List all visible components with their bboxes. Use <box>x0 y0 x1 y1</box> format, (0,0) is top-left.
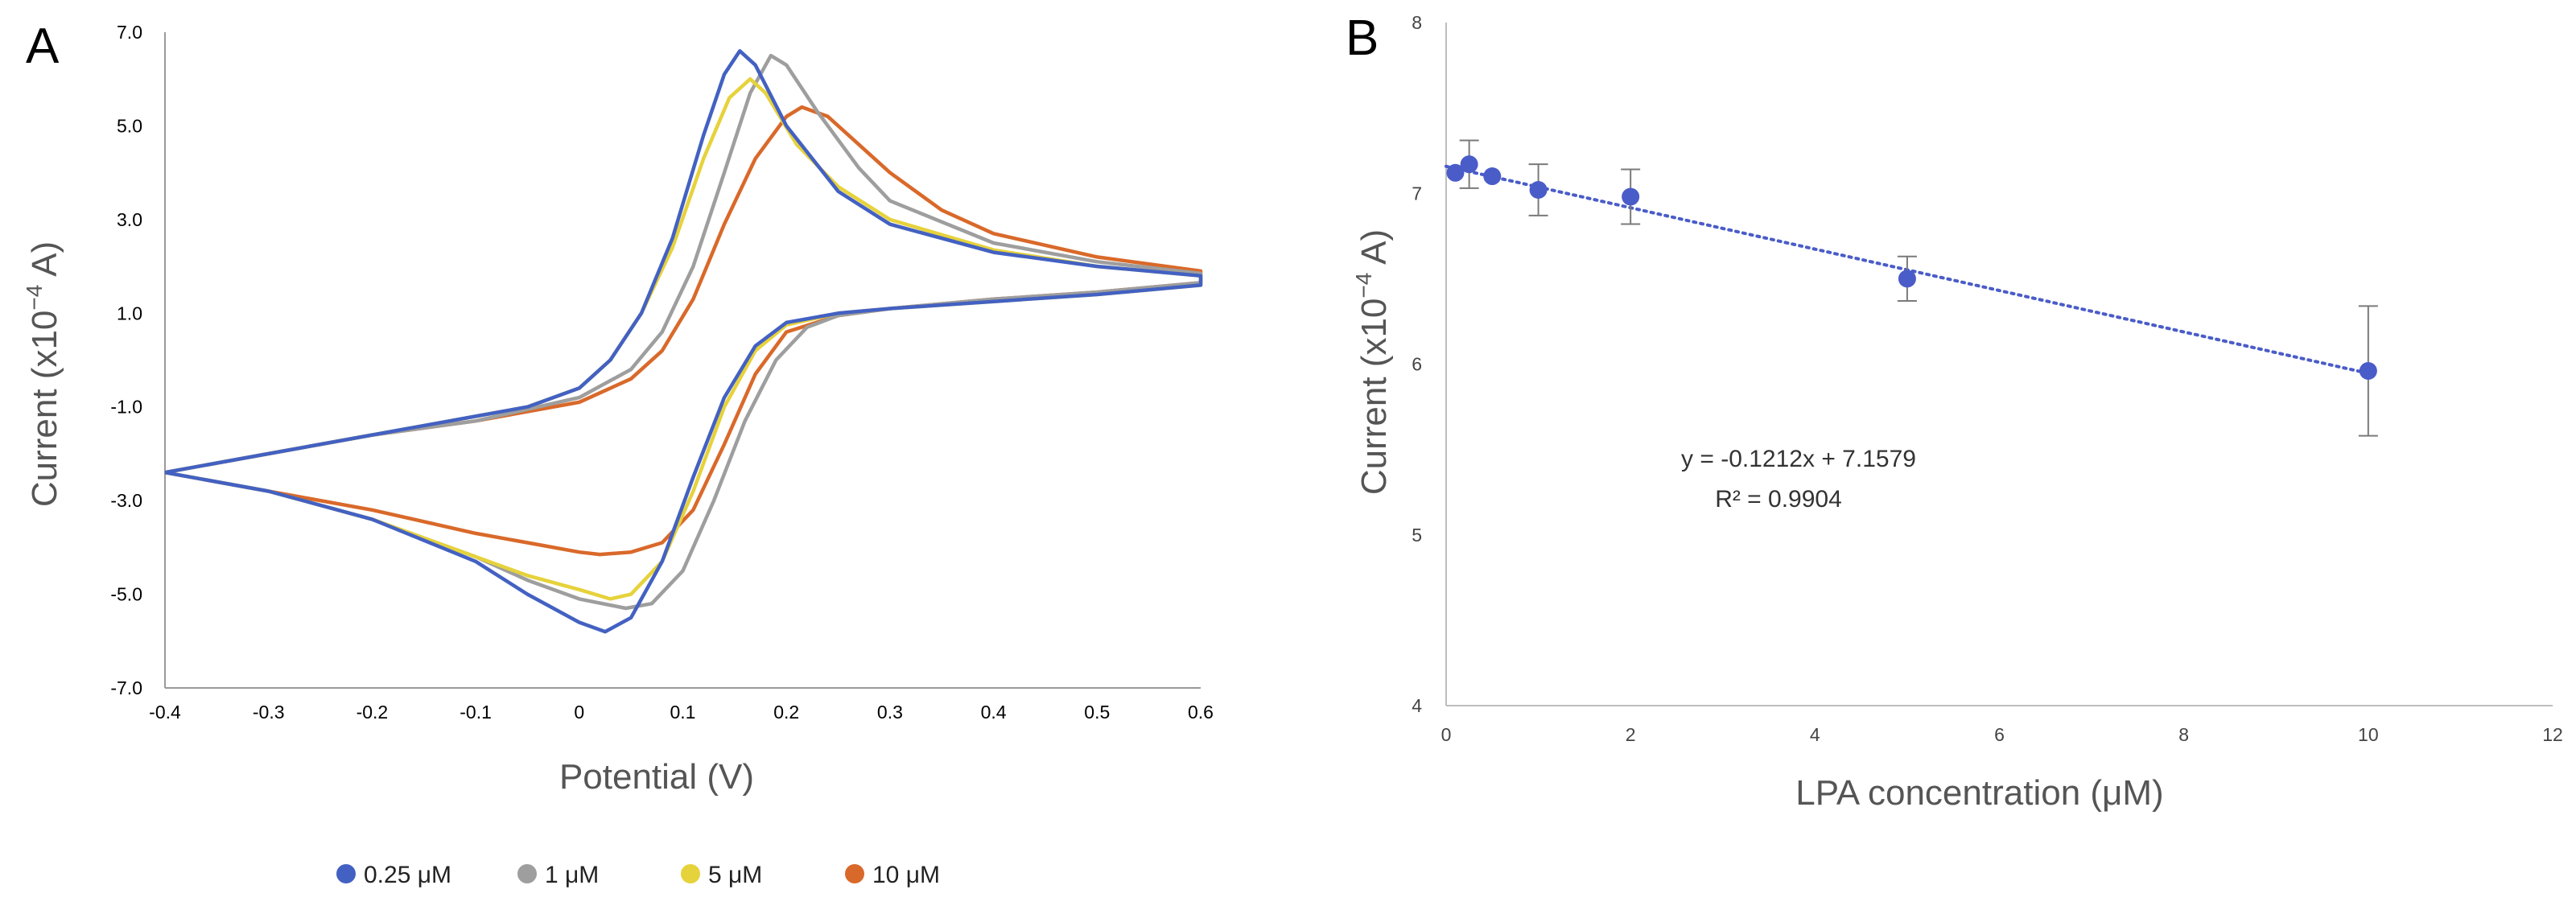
panel-a-x-tick-label: 0.2 <box>773 702 799 723</box>
legend-label-1: 1 μM <box>545 862 599 888</box>
series-line-3 <box>164 105 1203 557</box>
panel-b-axes <box>1445 23 2553 706</box>
panel-a-y-tick-label: 5.0 <box>117 115 142 136</box>
data-point-5 <box>1898 270 1916 288</box>
panel-letter-b: B <box>1346 10 1379 66</box>
panel-a-x-tick-label: -0.4 <box>149 702 181 723</box>
panel-b-y-tick-labels: 8 7 6 5 4 <box>1412 12 1422 716</box>
panel-b-y-tick-label: 6 <box>1412 354 1422 375</box>
panel-a-x-tick-labels: -0.4 -0.3 -0.2 -0.1 0 0.1 0.2 0.3 0.4 0.5 0.6 <box>149 702 1214 723</box>
panel-a-x-tick-label: 0 <box>574 702 584 723</box>
series-line-1 <box>164 53 1203 611</box>
panel-a-x-axis-label: Potential (V) <box>559 757 754 797</box>
panel-b-x-tick-label: 0 <box>1441 724 1452 745</box>
panel-a-y-axis-label: Current (x10−4 A) <box>22 241 64 507</box>
panel-b-x-tick-labels: 0 2 4 6 8 10 12 <box>1441 724 2563 745</box>
panel-a: A 7.05.03.01.0-1.0-3.0-5.0-7.0 -0.4 -0.3-… <box>22 19 1214 797</box>
panel-a-y-tick-label: -5.0 <box>110 584 142 605</box>
legend-label-0: 0.25 μM <box>364 862 451 888</box>
panel-b-y-tick-label: 5 <box>1412 525 1422 546</box>
panel-a-y-tick-label: 7.0 <box>117 22 142 43</box>
panel-b-x-tick-label: 8 <box>2178 724 2189 745</box>
panel-a-x-tick-label: 0.1 <box>670 702 696 723</box>
panel-b-y-label-unit: A) <box>1354 229 1394 273</box>
panel-b-y-tick-label: 7 <box>1412 183 1422 204</box>
data-point-3 <box>1529 181 1548 200</box>
panel-b-y-label-main: Current (x10 <box>1354 299 1394 496</box>
panel-a-y-label-exponent: −4 <box>22 285 47 311</box>
data-point-6 <box>2359 361 2377 380</box>
panel-b-x-tick-label: 4 <box>1810 724 1820 745</box>
panel-a-x-tick-label: -0.3 <box>253 702 285 723</box>
panel-b-x-tick-label: 6 <box>1994 724 2005 745</box>
legend-label-3: 10 μM <box>872 862 940 888</box>
legend-marker-3 <box>845 864 864 883</box>
panel-a-y-tick-label: -3.0 <box>110 490 142 511</box>
panel-b-x-axis-label: LPA concentration (μM) <box>1795 773 2163 813</box>
legend-marker-0 <box>336 864 356 883</box>
panel-b-x-tick-label: 10 <box>2358 724 2379 745</box>
data-point-2 <box>1483 167 1502 186</box>
legend-marker-1 <box>517 864 537 883</box>
panel-a-x-tick-label: -0.2 <box>357 702 389 723</box>
panel-a-x-tick-label: 0.3 <box>877 702 903 723</box>
panel-b-y-tick-label: 8 <box>1412 12 1422 33</box>
panel-b-data-points <box>1446 139 2378 437</box>
panel-a-y-tick-label: 3.0 <box>117 209 142 230</box>
panel-a-y-label-main: Current (x10 <box>25 311 64 508</box>
data-point-4 <box>1622 187 1640 206</box>
panel-a-y-tick-label: 1.0 <box>117 303 142 323</box>
panel-a-x-tick-label: 0.4 <box>981 702 1007 723</box>
legend-label-2: 5 μM <box>708 862 762 888</box>
panel-letter-a: A <box>26 19 60 74</box>
panel-b-y-tick-label: 4 <box>1412 695 1422 716</box>
panel-a-x-tick-label: 0.5 <box>1084 702 1110 723</box>
legend: 0.25 μM 1 μM 5 μM 10 μM <box>336 862 940 888</box>
panel-b-y-label-exponent: −4 <box>1351 273 1376 299</box>
panel-a-series-lines <box>164 49 1203 634</box>
data-point-0 <box>1446 163 1465 182</box>
panel-b-x-tick-label: 2 <box>1626 724 1636 745</box>
panel-a-y-label-unit: A) <box>25 241 64 285</box>
data-point-1 <box>1460 155 1478 174</box>
panel-a-x-tick-label: 0.6 <box>1188 702 1214 723</box>
legend-marker-2 <box>681 864 700 883</box>
panel-b-x-tick-label: 12 <box>2542 724 2563 745</box>
panel-a-x-tick-label: -0.1 <box>460 702 492 723</box>
panel-a-y-tick-labels: 7.0 5.0 3.0 1.0 -1.0 -3.0 -5.0 -7.0 <box>110 22 142 698</box>
panel-a-y-tick-label: -7.0 <box>110 677 142 698</box>
r-squared-value: R² = 0.9904 <box>1715 486 1842 513</box>
panel-a-y-tick-label: -1.0 <box>110 397 142 418</box>
trendline-equation: y = -0.1212x + 7.1579 <box>1681 446 1916 472</box>
panel-a-axes <box>164 32 1201 689</box>
panel-b-y-axis-label: Current (x10−4 A) <box>1351 229 1394 495</box>
series-line-0 <box>164 49 1203 634</box>
